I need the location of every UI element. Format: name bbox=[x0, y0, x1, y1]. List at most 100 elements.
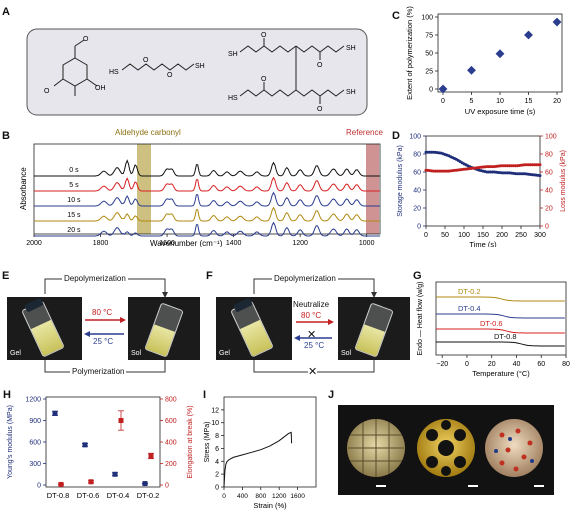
j-scale-bar-2 bbox=[468, 485, 478, 487]
i-ytick-label: 6 bbox=[215, 446, 219, 453]
j-scale-bar-1 bbox=[376, 485, 386, 487]
g-curve-label: DT-0.6 bbox=[480, 319, 503, 328]
g-xtick-label: 60 bbox=[537, 361, 545, 368]
d-xtick-label: 250 bbox=[515, 232, 527, 239]
c-ytick-label: 75 bbox=[425, 33, 433, 40]
b-spectrum-trace bbox=[34, 176, 380, 192]
b-ylabel: Absorbance bbox=[19, 167, 28, 210]
panel-label-e: E bbox=[2, 270, 10, 282]
e-bottom-label: Polymerization bbox=[70, 367, 127, 376]
b-xtick-label: 1800 bbox=[93, 240, 109, 247]
i-xtick-label: 1200 bbox=[272, 493, 287, 500]
g-curve-label: DT-0.4 bbox=[458, 304, 481, 313]
g-xtick-label: 0 bbox=[465, 361, 469, 368]
c-ytick-label: 0 bbox=[429, 87, 433, 94]
c-data-point bbox=[495, 49, 505, 59]
h-data-point bbox=[142, 481, 148, 487]
chart-i: 0 400 800 1200 1600 0 2 4 6 8 10 12 Strain (%) Stress… bbox=[204, 396, 317, 510]
h-data-point bbox=[82, 442, 88, 448]
i-ytick-label: 0 bbox=[215, 485, 219, 492]
chart-h: DT-0.8 DT-0.6 DT-0.4 DT-0.2 0 300 600 900 1200 0 2… bbox=[7, 397, 194, 501]
tetrathiol-sh4: SH bbox=[346, 89, 356, 96]
c-xtick-label: 20 bbox=[553, 98, 561, 105]
b-band-aldehyde bbox=[137, 144, 151, 234]
j-decorated-sphere bbox=[485, 419, 543, 477]
h-ytick-left-label: 900 bbox=[29, 418, 41, 425]
e-temp-cold: 25 °C bbox=[93, 337, 114, 346]
tetrathiol-o2: O bbox=[317, 62, 323, 69]
d-xtick-label: 50 bbox=[441, 232, 449, 239]
b-trace-label: 15 s bbox=[67, 212, 81, 219]
e-temp-hot: 80 °C bbox=[92, 308, 113, 317]
i-ytick-label: 12 bbox=[211, 407, 219, 414]
vanillin-o-aldehyde: O bbox=[83, 36, 89, 43]
f-top-label: Depolymerization bbox=[272, 274, 338, 283]
g-xtick-label: 40 bbox=[513, 361, 521, 368]
j-lattice-sphere bbox=[347, 419, 405, 477]
h-data-point bbox=[52, 410, 58, 416]
tetrathiol-o3: O bbox=[261, 76, 267, 83]
dithiol-o2: O bbox=[167, 72, 173, 79]
g-frame bbox=[435, 281, 567, 356]
h-ylabel-left: Young's modulus (MPa) bbox=[7, 405, 14, 479]
h-ytick-right-label: 200 bbox=[165, 461, 177, 468]
c-ytick-label: 25 bbox=[425, 69, 433, 76]
tetrathiol-sh1: SH bbox=[228, 51, 238, 58]
b-spectrum-trace bbox=[34, 206, 380, 222]
d-xtick-label: 150 bbox=[477, 232, 489, 239]
b-trace-label: 10 s bbox=[67, 197, 81, 204]
d-ytick-right-label: 40 bbox=[545, 188, 553, 195]
i-ytick-label: 10 bbox=[211, 420, 219, 427]
b-spectrum-trace bbox=[34, 159, 380, 177]
i-xlabel: Strain (%) bbox=[253, 501, 287, 510]
b-xtick-label: 1200 bbox=[292, 240, 308, 247]
chart-d: 0 50 100 150 200 250 3000204060801000204060801… bbox=[397, 134, 567, 248]
i-xtick-label: 400 bbox=[237, 493, 248, 500]
i-ytick-label: 2 bbox=[215, 472, 219, 479]
g-dsc-curve bbox=[436, 313, 565, 319]
panel-h: H DT-0.8 DT-0.6 DT-0.4 DT-0.2 0 300 600 900 1200… bbox=[0, 385, 200, 523]
g-dsc-curve bbox=[436, 328, 565, 334]
b-spectrum-trace bbox=[34, 191, 380, 207]
g-curve-label: DT-0.2 bbox=[458, 287, 481, 296]
d-ytick-right-label: 0 bbox=[545, 224, 549, 231]
c-ylabel: Extent of polymerization (%) bbox=[405, 6, 414, 100]
c-xtick-label: 5 bbox=[470, 98, 474, 105]
c-data-point bbox=[524, 30, 533, 40]
panel-label-i: I bbox=[203, 389, 207, 401]
d-data-point bbox=[538, 163, 542, 167]
f-sol-vial bbox=[354, 302, 394, 358]
panel-b: B Aldehyde carbonyl Reference Absorbance… bbox=[0, 122, 390, 247]
d-ylabel-right: Loss modulus (kPa) bbox=[560, 150, 567, 212]
f-gel-label: Gel bbox=[219, 350, 230, 357]
c-xtick-label: 15 bbox=[525, 98, 533, 105]
f-sol-label: Sol bbox=[341, 350, 352, 357]
c-data-point bbox=[438, 84, 448, 94]
d-data-point bbox=[538, 174, 542, 178]
e-top-label: Depolymerization bbox=[62, 274, 128, 283]
e-gel-label: Gel bbox=[10, 350, 21, 357]
d-xtick-label: 200 bbox=[496, 232, 508, 239]
d-ytick-right-label: 60 bbox=[545, 170, 553, 177]
vanillin-oh: OH bbox=[95, 85, 106, 92]
e-sol-photo: Sol bbox=[128, 297, 200, 360]
vanillin-structure bbox=[53, 39, 98, 96]
j-icosahedral-cage bbox=[417, 419, 475, 477]
h-data-point bbox=[148, 453, 154, 459]
dithiol-sh-left: HS bbox=[109, 69, 119, 76]
chart-b: Aldehyde carbonyl Reference Absorbance W… bbox=[19, 128, 383, 247]
tetrathiol-o4: O bbox=[317, 106, 323, 113]
h-data-point bbox=[112, 471, 118, 477]
f-gel-photo: Gel bbox=[216, 297, 292, 360]
b-band-reference bbox=[366, 144, 379, 234]
chart-g: −20 0 20 40 60 80 DT-0.2 DT-0.4 DT-0.6 DT-0.8 Temp… bbox=[417, 281, 570, 378]
d-ytick-left-label: 40 bbox=[413, 188, 421, 195]
panel-label-d: D bbox=[392, 130, 400, 142]
i-frame bbox=[223, 396, 317, 488]
d-xtick-label: 300 bbox=[534, 232, 546, 239]
j-photo bbox=[338, 405, 554, 495]
h-ytick-left-label: 600 bbox=[29, 440, 41, 447]
d-ytick-left-label: 0 bbox=[417, 224, 421, 231]
b-xlabel: Wavenumber (cm⁻¹) bbox=[150, 239, 223, 247]
d-frame bbox=[425, 135, 541, 227]
